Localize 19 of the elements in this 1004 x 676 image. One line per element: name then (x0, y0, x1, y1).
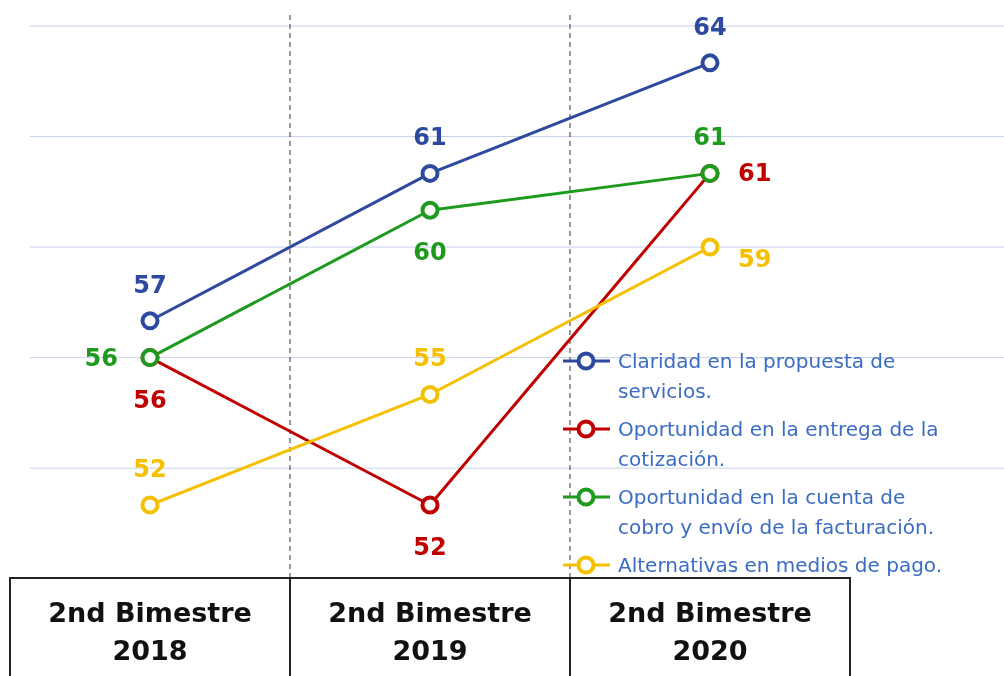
data-label: 56 (84, 343, 118, 372)
data-label: 57 (133, 270, 167, 299)
legend-label: Claridad en la propuesta de servicios. (618, 349, 896, 403)
data-label: 52 (413, 533, 447, 561)
data-label: 61 (693, 123, 727, 152)
data-label: 59 (738, 245, 772, 274)
x-tick-label: 2nd Bimestre 2020 (608, 597, 812, 666)
data-label: 55 (413, 344, 447, 373)
data-label: 60 (413, 238, 447, 267)
data-label: 61 (413, 123, 447, 152)
x-tick-label: 2nd Bimestre 2019 (328, 597, 532, 666)
legend-label: Oportunidad en la entrega de la cotización. (618, 417, 939, 471)
legend-label: Alternativas en medios de pago. (618, 553, 943, 577)
data-label: 52 (133, 455, 167, 483)
data-label: 56 (133, 385, 167, 414)
data-label: 64 (693, 12, 727, 41)
data-label: 61 (738, 159, 772, 188)
legend-label: Oportunidad en la cuenta de cobro y envío de la facturación. (618, 485, 935, 539)
x-tick-label: 2nd Bimestre 2018 (48, 597, 252, 666)
